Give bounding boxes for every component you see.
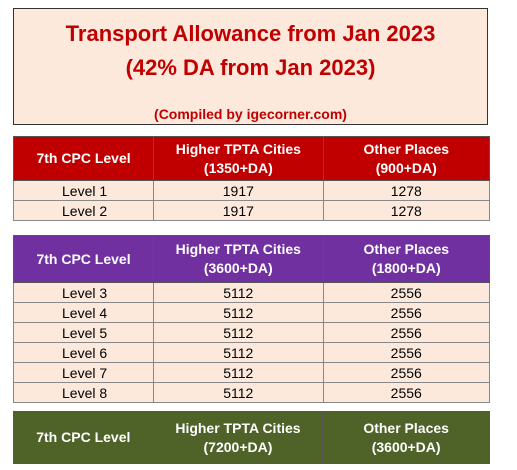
header-other-places: Other Places (900+DA)	[322, 136, 491, 181]
header-cpc-level: 7th CPC Level	[12, 136, 155, 181]
table-row: Level 6 5112 2556	[12, 342, 490, 363]
ta-table-level-1-2: 7th CPC Level Higher TPTA Cities (1350+D…	[12, 136, 491, 221]
table-row: Level 7 5112 2556	[12, 362, 490, 383]
cell-other-places: 2556	[322, 322, 490, 343]
cell-higher-tpta: 1917	[153, 200, 324, 221]
cell-higher-tpta: 5112	[153, 282, 324, 303]
header-higher-tpta-label: Higher TPTA Cities	[175, 140, 301, 157]
header-higher-tpta-label: Higher TPTA Cities	[175, 419, 301, 436]
table-row: Level 5 5112 2556	[12, 322, 490, 343]
cell-level: Level 8	[12, 382, 155, 403]
header-cpc-level: 7th CPC Level	[13, 411, 154, 464]
header-other-places-rate: (1800+DA)	[371, 260, 441, 276]
cell-other-places: 2556	[322, 382, 490, 403]
cell-level: Level 7	[12, 362, 155, 383]
cell-level: Level 6	[12, 342, 155, 363]
table-header-row: 7th CPC Level Higher TPTA Cities (1350+D…	[12, 136, 491, 181]
cell-higher-tpta: 5112	[153, 322, 324, 343]
credit-text: (Compiled by igecorner.com)	[154, 106, 347, 122]
cell-level: Level 2	[12, 200, 155, 221]
header-other-places-rate: (3600+DA)	[371, 438, 441, 455]
cell-higher-tpta: 5112	[153, 362, 324, 383]
header-higher-tpta-label: Higher TPTA Cities	[175, 241, 301, 257]
header-other-places-label: Other Places	[363, 241, 450, 257]
header-higher-tpta-rate: (3600+DA)	[203, 260, 273, 276]
cell-level: Level 1	[12, 180, 155, 201]
header-other-places-label: Other Places	[363, 419, 449, 436]
cell-higher-tpta: 5112	[153, 342, 324, 363]
cell-level: Level 4	[12, 302, 155, 323]
page-title: Transport Allowance from Jan 2023	[65, 21, 436, 46]
cell-other-places: 1278	[322, 180, 491, 201]
table-row: Level 8 5112 2556	[12, 382, 490, 403]
cell-other-places: 2556	[322, 302, 490, 323]
cell-other-places: 2556	[322, 342, 490, 363]
header-higher-tpta-rate: (1350+DA)	[203, 159, 273, 176]
table-row: Level 3 5112 2556	[12, 282, 490, 303]
table-header-row: 7th CPC Level Higher TPTA Cities (3600+D…	[12, 235, 490, 283]
ta-table-level-9-plus: 7th CPC Level Higher TPTA Cities (7200+D…	[13, 411, 490, 464]
cell-other-places: 2556	[322, 362, 490, 383]
header-other-places: Other Places (1800+DA)	[322, 235, 490, 283]
cell-higher-tpta: 5112	[153, 382, 324, 403]
table-row: Level 1 1917 1278	[12, 180, 491, 201]
header-higher-tpta: Higher TPTA Cities (1350+DA)	[153, 136, 324, 181]
cell-higher-tpta: 1917	[153, 180, 324, 201]
table-row: Level 2 1917 1278	[12, 200, 491, 221]
header-cpc-level: 7th CPC Level	[12, 235, 155, 283]
header-higher-tpta: Higher TPTA Cities (7200+DA)	[152, 411, 324, 464]
cell-level: Level 3	[12, 282, 155, 303]
ta-table-level-3-8: 7th CPC Level Higher TPTA Cities (3600+D…	[12, 235, 490, 403]
cell-higher-tpta: 5112	[153, 302, 324, 323]
header-other-places-rate: (900+DA)	[375, 159, 437, 176]
header-higher-tpta: Higher TPTA Cities (3600+DA)	[153, 235, 324, 283]
table-header-row: 7th CPC Level Higher TPTA Cities (7200+D…	[13, 411, 490, 464]
table-row: Level 4 5112 2556	[12, 302, 490, 323]
cell-level: Level 5	[12, 322, 155, 343]
cell-other-places: 1278	[322, 200, 491, 221]
title-box: Transport Allowance from Jan 2023 (42% D…	[13, 8, 488, 125]
header-other-places-label: Other Places	[363, 140, 450, 157]
page-subtitle: (42% DA from Jan 2023)	[125, 55, 376, 80]
header-higher-tpta-rate: (7200+DA)	[203, 438, 273, 455]
cell-other-places: 2556	[322, 282, 490, 303]
header-other-places: Other Places (3600+DA)	[322, 411, 490, 464]
